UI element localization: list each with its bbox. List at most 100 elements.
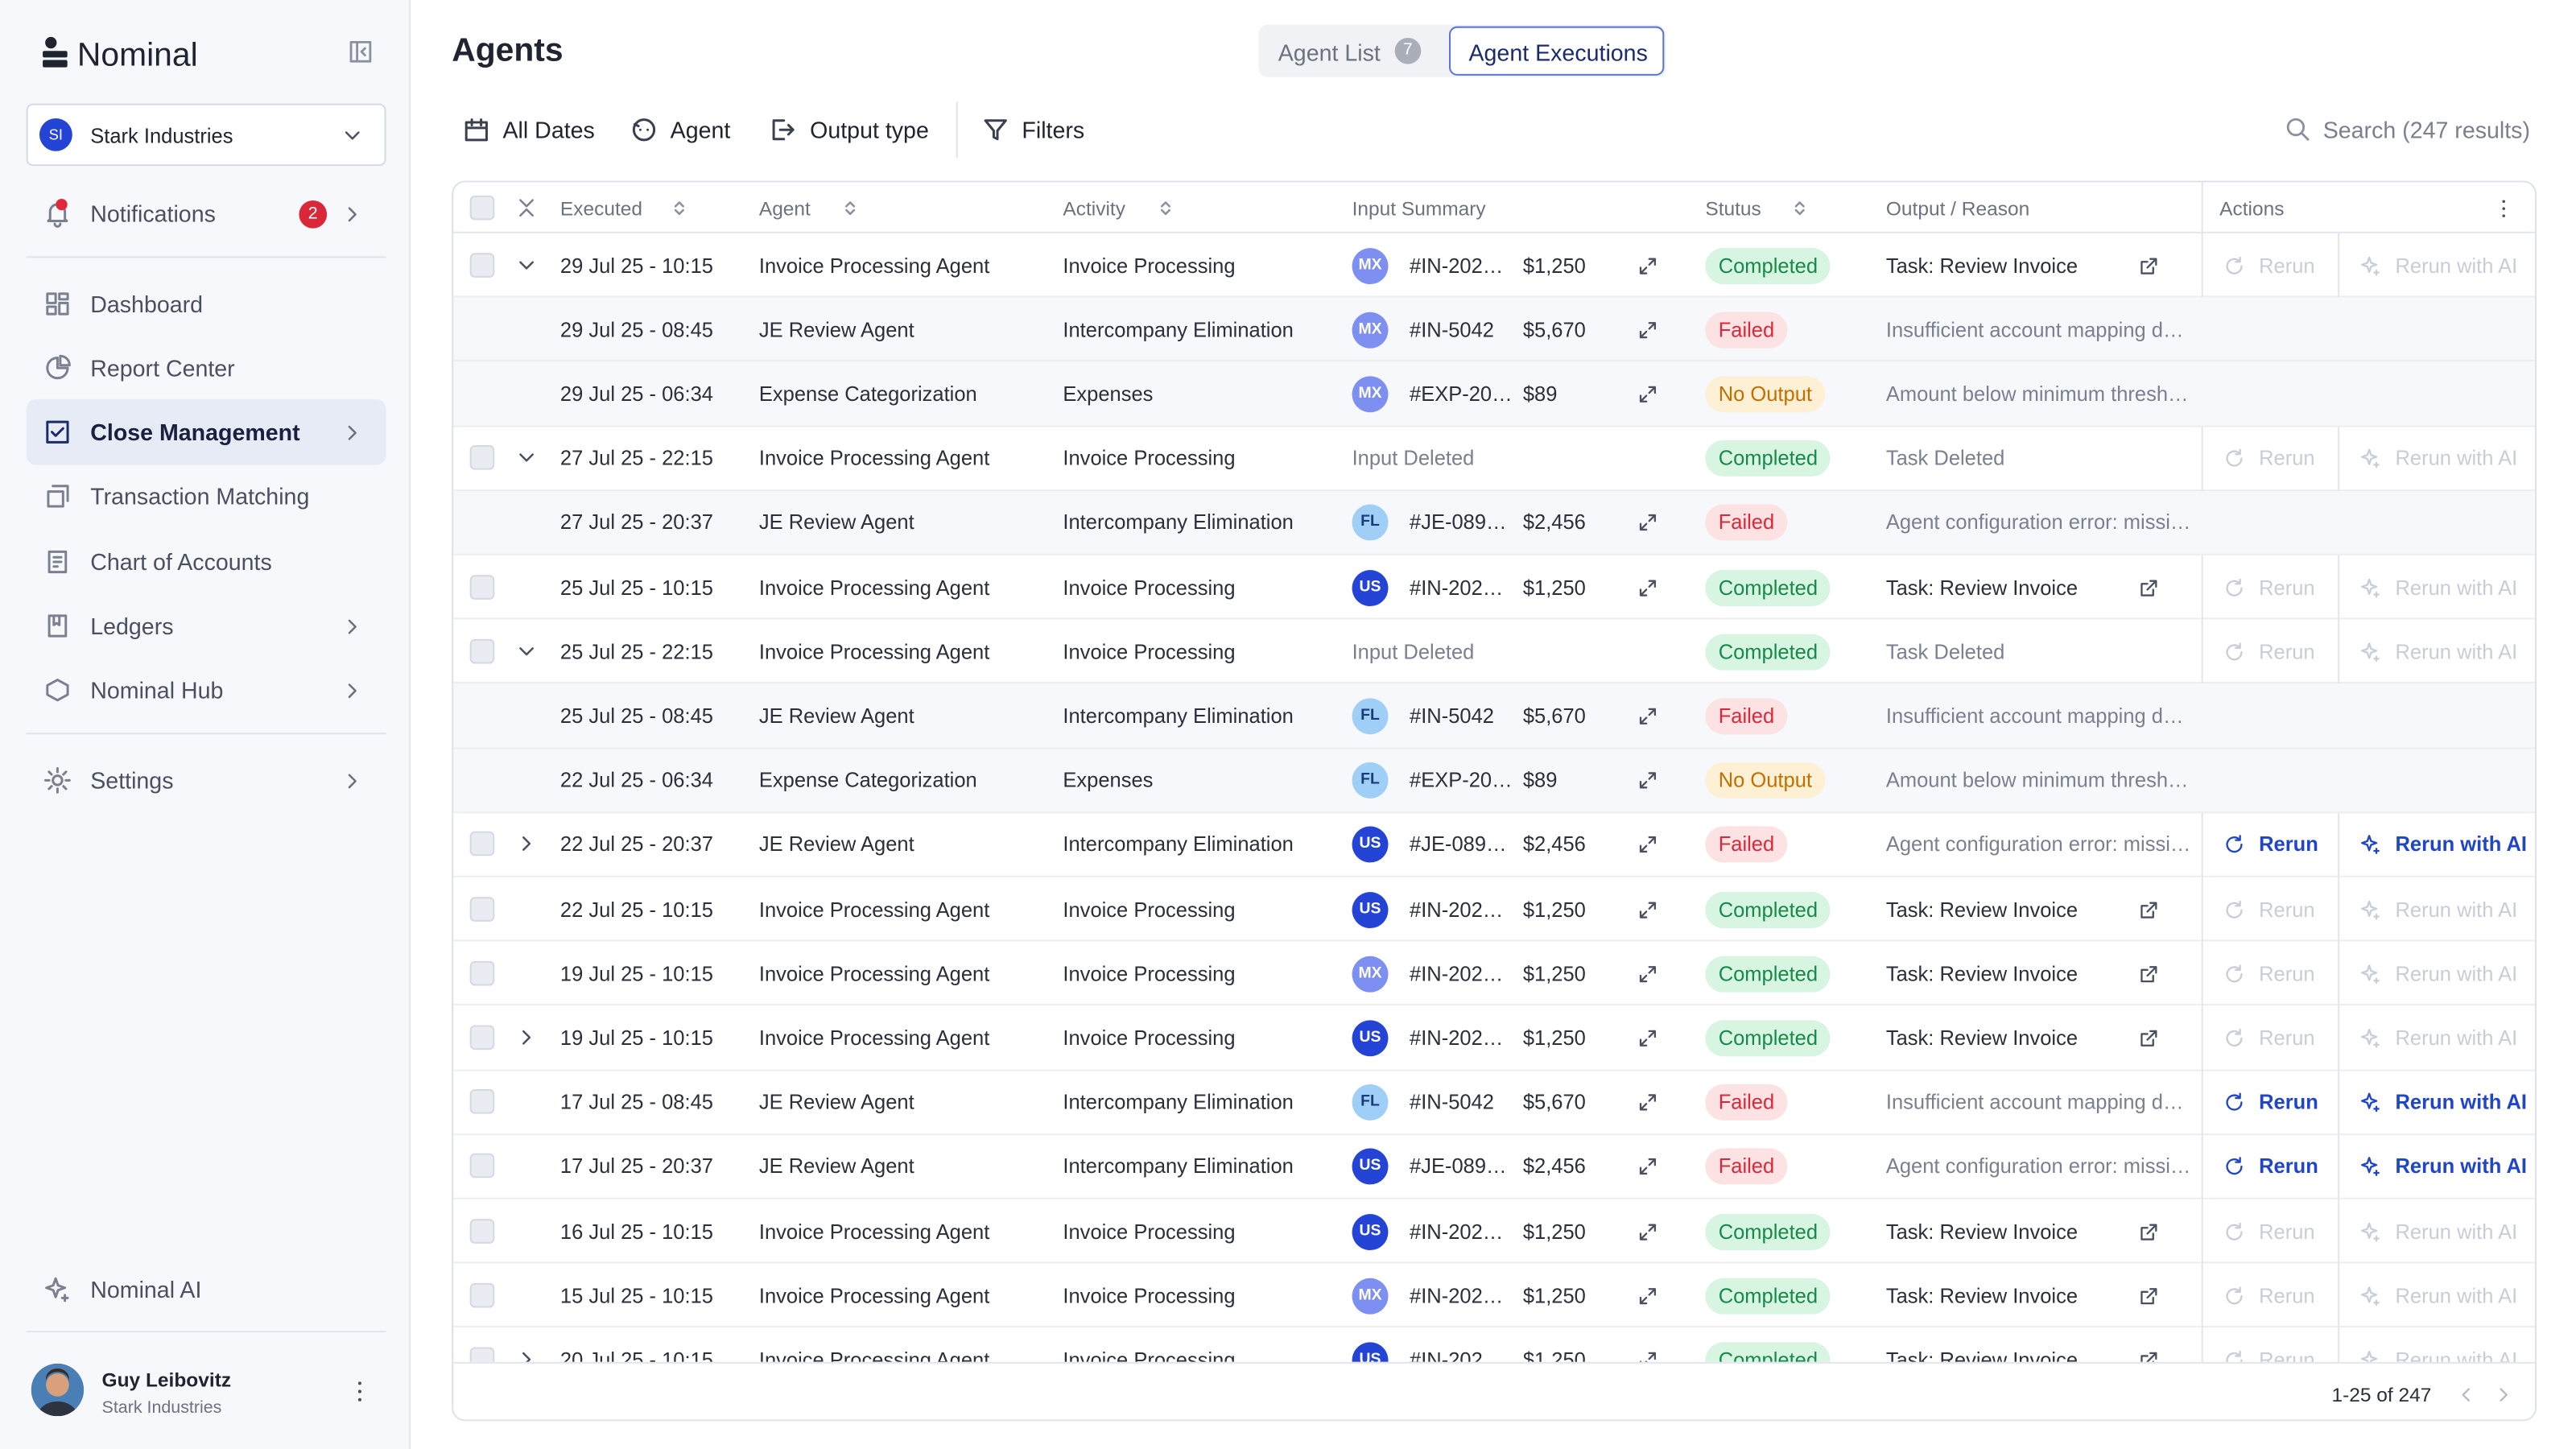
rerun-button[interactable]: Rerun [2259, 1091, 2318, 1115]
user-menu[interactable] [347, 1378, 374, 1405]
row-expander[interactable] [514, 1025, 539, 1050]
expand-input[interactable] [1637, 576, 1660, 599]
filter-button[interactable]: Output type [810, 116, 929, 143]
executed-cell: 16 Jul 25 - 10:15 [559, 1220, 713, 1244]
collapse-all[interactable] [514, 196, 539, 221]
expand-input[interactable] [1637, 1284, 1660, 1307]
sort-icon[interactable] [838, 196, 863, 221]
open-task[interactable] [2137, 962, 2161, 985]
open-task[interactable] [2137, 576, 2161, 599]
next-page[interactable] [2492, 1383, 2516, 1406]
actions-divider [2201, 1070, 2203, 1135]
row-checkbox[interactable] [469, 832, 495, 857]
rerun-button[interactable]: Rerun [2259, 1155, 2318, 1179]
row-checkbox[interactable] [469, 1025, 495, 1051]
actions-divider [2201, 1005, 2203, 1071]
expand-input[interactable] [1637, 254, 1660, 277]
output-cell: Amount below minimum thresh… [1885, 382, 2189, 407]
expand-input[interactable] [1637, 1220, 1660, 1243]
row-checkbox[interactable] [469, 445, 495, 471]
icon-graphic [2361, 255, 2380, 275]
prev-page[interactable] [2454, 1383, 2478, 1406]
actions-divider [2338, 1134, 2340, 1199]
open-task[interactable] [2137, 1220, 2161, 1243]
rerun-icon [2223, 254, 2246, 277]
expand-input[interactable] [1637, 1155, 1660, 1179]
nav-label: Transaction Matching [90, 482, 310, 510]
expand-input[interactable] [1637, 704, 1660, 728]
org-switcher[interactable] [26, 103, 386, 167]
collapse-sidebar[interactable] [347, 38, 375, 66]
filter-button[interactable]: All Dates [502, 116, 595, 143]
column-header[interactable]: Stutus [1705, 196, 1761, 221]
rerun-button[interactable]: Rerun [2259, 833, 2318, 857]
rerun-ai-button[interactable]: Rerun with AI [2395, 1091, 2527, 1115]
icon-graphic [2226, 1092, 2243, 1111]
expand-input[interactable] [1637, 382, 1660, 406]
nav-item[interactable] [27, 593, 386, 659]
row-checkbox[interactable] [469, 1218, 495, 1244]
column-header[interactable]: Executed [559, 196, 643, 221]
nav-item[interactable] [27, 271, 386, 337]
open-task[interactable] [2137, 254, 2161, 277]
nav-label: Ledgers [90, 613, 174, 639]
icon-graphic [2226, 835, 2243, 853]
agent-cell: JE Review Agent [758, 1091, 914, 1115]
row-expander[interactable] [514, 252, 539, 277]
search-input[interactable]: Search (247 results) [2322, 116, 2530, 143]
row-checkbox[interactable] [469, 960, 495, 986]
select-all-checkbox[interactable] [469, 195, 495, 221]
org-avatar: SI [39, 118, 72, 151]
actions-divider [2201, 1327, 2203, 1362]
row-expander[interactable] [514, 832, 539, 857]
expand-input[interactable] [1637, 769, 1660, 792]
input-id: #IN-5042 [1410, 1091, 1494, 1115]
rerun-ai-button[interactable]: Rerun with AI [2395, 1155, 2527, 1179]
output-cell: Agent configuration error: missi… [1885, 511, 2191, 535]
tab-active[interactable] [1448, 26, 1665, 76]
nav-item[interactable] [27, 748, 386, 814]
sort-icon[interactable] [667, 196, 692, 221]
expand-input[interactable] [1637, 898, 1660, 921]
expand-input[interactable] [1637, 1348, 1660, 1362]
row-expander[interactable] [514, 1347, 539, 1362]
actions-menu[interactable] [2492, 197, 2516, 221]
expand-input[interactable] [1637, 833, 1660, 857]
open-task[interactable] [2137, 1026, 2161, 1050]
expand-input[interactable] [1637, 1026, 1660, 1050]
filter-button[interactable]: Agent [670, 116, 731, 143]
nav-item[interactable] [26, 398, 386, 465]
icon-graphic [47, 485, 69, 508]
row-checkbox[interactable] [469, 638, 495, 664]
column-header[interactable]: Activity [1063, 196, 1125, 221]
row-checkbox[interactable] [469, 896, 495, 922]
input-avatar: MX [1352, 247, 1389, 284]
filter-button[interactable]: Filters [1022, 116, 1085, 143]
expand-input[interactable] [1637, 511, 1660, 535]
open-task[interactable] [2137, 1284, 2161, 1307]
column-header[interactable]: Agent [758, 196, 811, 221]
row-checkbox[interactable] [469, 1154, 495, 1179]
tab-label[interactable]: Agent List [1278, 39, 1381, 66]
sort-icon[interactable] [1154, 196, 1179, 221]
nominal-ai[interactable]: Nominal AI [90, 1276, 202, 1303]
icon-graphic [1639, 1030, 1657, 1046]
expand-input[interactable] [1637, 1091, 1660, 1114]
row-checkbox[interactable] [469, 252, 495, 278]
expand-input[interactable] [1637, 318, 1660, 341]
icon-graphic [772, 119, 795, 141]
sort-icon[interactable] [1787, 196, 1812, 221]
rerun-ai-button[interactable]: Rerun with AI [2395, 833, 2527, 857]
row-checkbox[interactable] [469, 1089, 495, 1115]
row-checkbox[interactable] [469, 574, 495, 600]
open-task[interactable] [2137, 898, 2161, 921]
icon-graphic [348, 618, 357, 634]
row-checkbox[interactable] [469, 1347, 495, 1362]
actions-divider [2201, 1263, 2203, 1328]
row-expander[interactable] [514, 638, 539, 663]
icon-graphic [1639, 1223, 1657, 1240]
row-checkbox[interactable] [469, 1282, 495, 1308]
open-task[interactable] [2137, 1348, 2161, 1362]
expand-input[interactable] [1637, 962, 1660, 985]
row-expander[interactable] [514, 445, 539, 470]
